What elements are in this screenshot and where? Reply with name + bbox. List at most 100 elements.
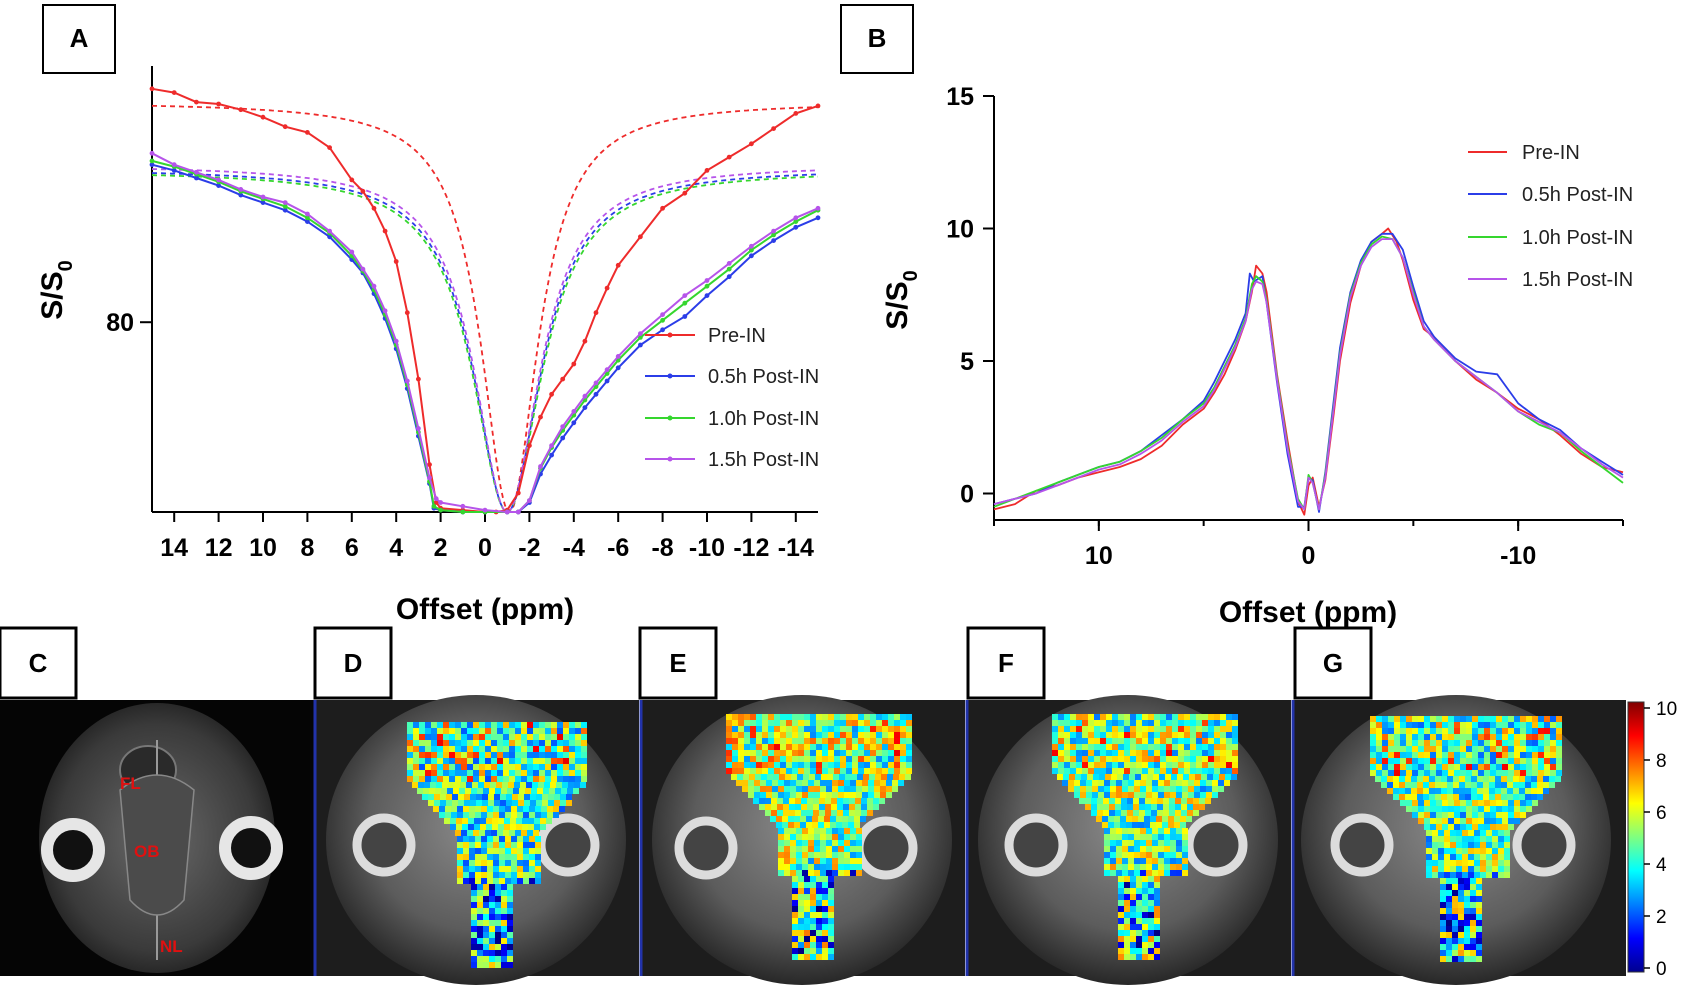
map-f-pixel [1076,762,1082,768]
panel-f-right-eye [1184,813,1248,877]
chart-a-point-p15 [282,200,288,206]
map-e-pixel [832,852,838,858]
map-f-pixel [1129,774,1135,780]
map-e-pixel [762,726,768,732]
map-d-pixel [505,812,511,818]
map-g-pixel [1502,770,1508,776]
map-f-pixel [1176,858,1182,864]
map-e-pixel [882,744,888,750]
map-d-pixel [483,908,489,914]
map-d-pixel [515,752,521,758]
map-e-pixel [726,732,732,738]
map-e-pixel [832,786,838,792]
map-f-pixel [1082,744,1088,750]
map-f-pixel [1118,876,1124,882]
map-f-pixel [1130,756,1136,762]
map-d-pixel [497,752,503,758]
map-f-pixel [1128,864,1134,870]
map-f-pixel [1058,750,1064,756]
map-e-pixel [810,876,816,882]
map-f-pixel [1070,726,1076,732]
map-e-pixel [875,774,881,780]
map-g-pixel [1418,746,1424,752]
map-e-pixel [816,750,822,756]
map-g-pixel [1495,782,1501,788]
map-d-pixel [488,800,494,806]
map-d-pixel [569,722,575,728]
map-f-pixel [1098,792,1104,798]
map-d-pixel [527,830,533,836]
map-g-pixel [1462,830,1468,836]
map-g-pixel [1394,746,1400,752]
map-d-pixel [569,776,575,782]
map-f-pixel [1124,750,1130,756]
map-d-pixel [521,758,527,764]
map-g-pixel [1426,836,1432,842]
map-g-pixel [1432,854,1438,860]
map-d-pixel [455,758,461,764]
chart-a-point-pre [604,285,610,291]
map-f-pixel [1146,792,1152,798]
map-f-pixel [1190,762,1196,768]
map-e-pixel [786,720,792,726]
map-e-pixel [822,768,828,774]
map-d-pixel [491,770,497,776]
chart-a-x-ticks: 14 12 10 8 6 4 2 0 -2 -4 -6 -8 -10 -12 -14 [160,512,814,562]
chart-a-point-pre [749,141,754,147]
map-d-pixel [461,740,467,746]
map-d-pixel [559,806,565,812]
map-e-pixel [744,768,750,774]
map-f-pixel [1127,804,1133,810]
map-f-pixel [1160,756,1166,762]
map-d-pixel [428,800,434,806]
map-g-pixel [1436,770,1442,776]
map-g-pixel [1498,866,1504,872]
map-e-pixel [844,870,850,876]
map-f-pixel [1220,738,1226,744]
map-f-pixel [1152,834,1158,840]
map-d-pixel [548,800,554,806]
chart-a-x-tick-label: 8 [300,534,314,562]
map-g-pixel [1424,752,1430,758]
map-g-pixel [1531,782,1537,788]
anatomy-label-fl: FL [120,774,141,793]
map-f-pixel [1082,738,1088,744]
map-g-pixel [1426,854,1432,860]
map-d-pixel [535,866,541,872]
map-e-pixel [849,804,855,810]
map-e-pixel [852,720,858,726]
map-e-pixel [844,780,850,786]
map-g-pixel [1442,806,1448,812]
map-f-pixel [1160,720,1166,726]
map-d-pixel [491,746,497,752]
map-d-pixel [504,818,510,824]
map-d-pixel [437,770,443,776]
map-f-pixel [1154,942,1160,948]
map-f-pixel [1190,768,1196,774]
map-f-pixel [1116,786,1122,792]
map-g-pixel [1447,794,1453,800]
chart-a-point-p10 [682,300,688,306]
map-f-pixel [1136,750,1142,756]
chart-a-point-pre [793,111,799,116]
map-g-pixel [1556,722,1562,728]
map-d-pixel [450,824,456,830]
map-g-pixel [1465,794,1471,800]
map-f-pixel [1193,798,1199,804]
map-d-pixel [490,782,496,788]
map-d-pixel [481,854,487,860]
map-f-pixel [1208,750,1214,756]
map-f-pixel [1085,804,1091,810]
chart-a-x-tick-label: -2 [518,534,540,562]
map-f-pixel [1136,876,1142,882]
map-e-pixel [888,762,894,768]
map-e-pixel [852,762,858,768]
map-g-pixel [1448,752,1454,758]
map-f-pixel [1154,750,1160,756]
map-d-pixel [566,800,572,806]
map-g-pixel [1447,776,1453,782]
map-e-pixel [768,762,774,768]
map-d-pixel [532,782,538,788]
map-g-pixel [1376,740,1382,746]
map-g-pixel [1430,740,1436,746]
